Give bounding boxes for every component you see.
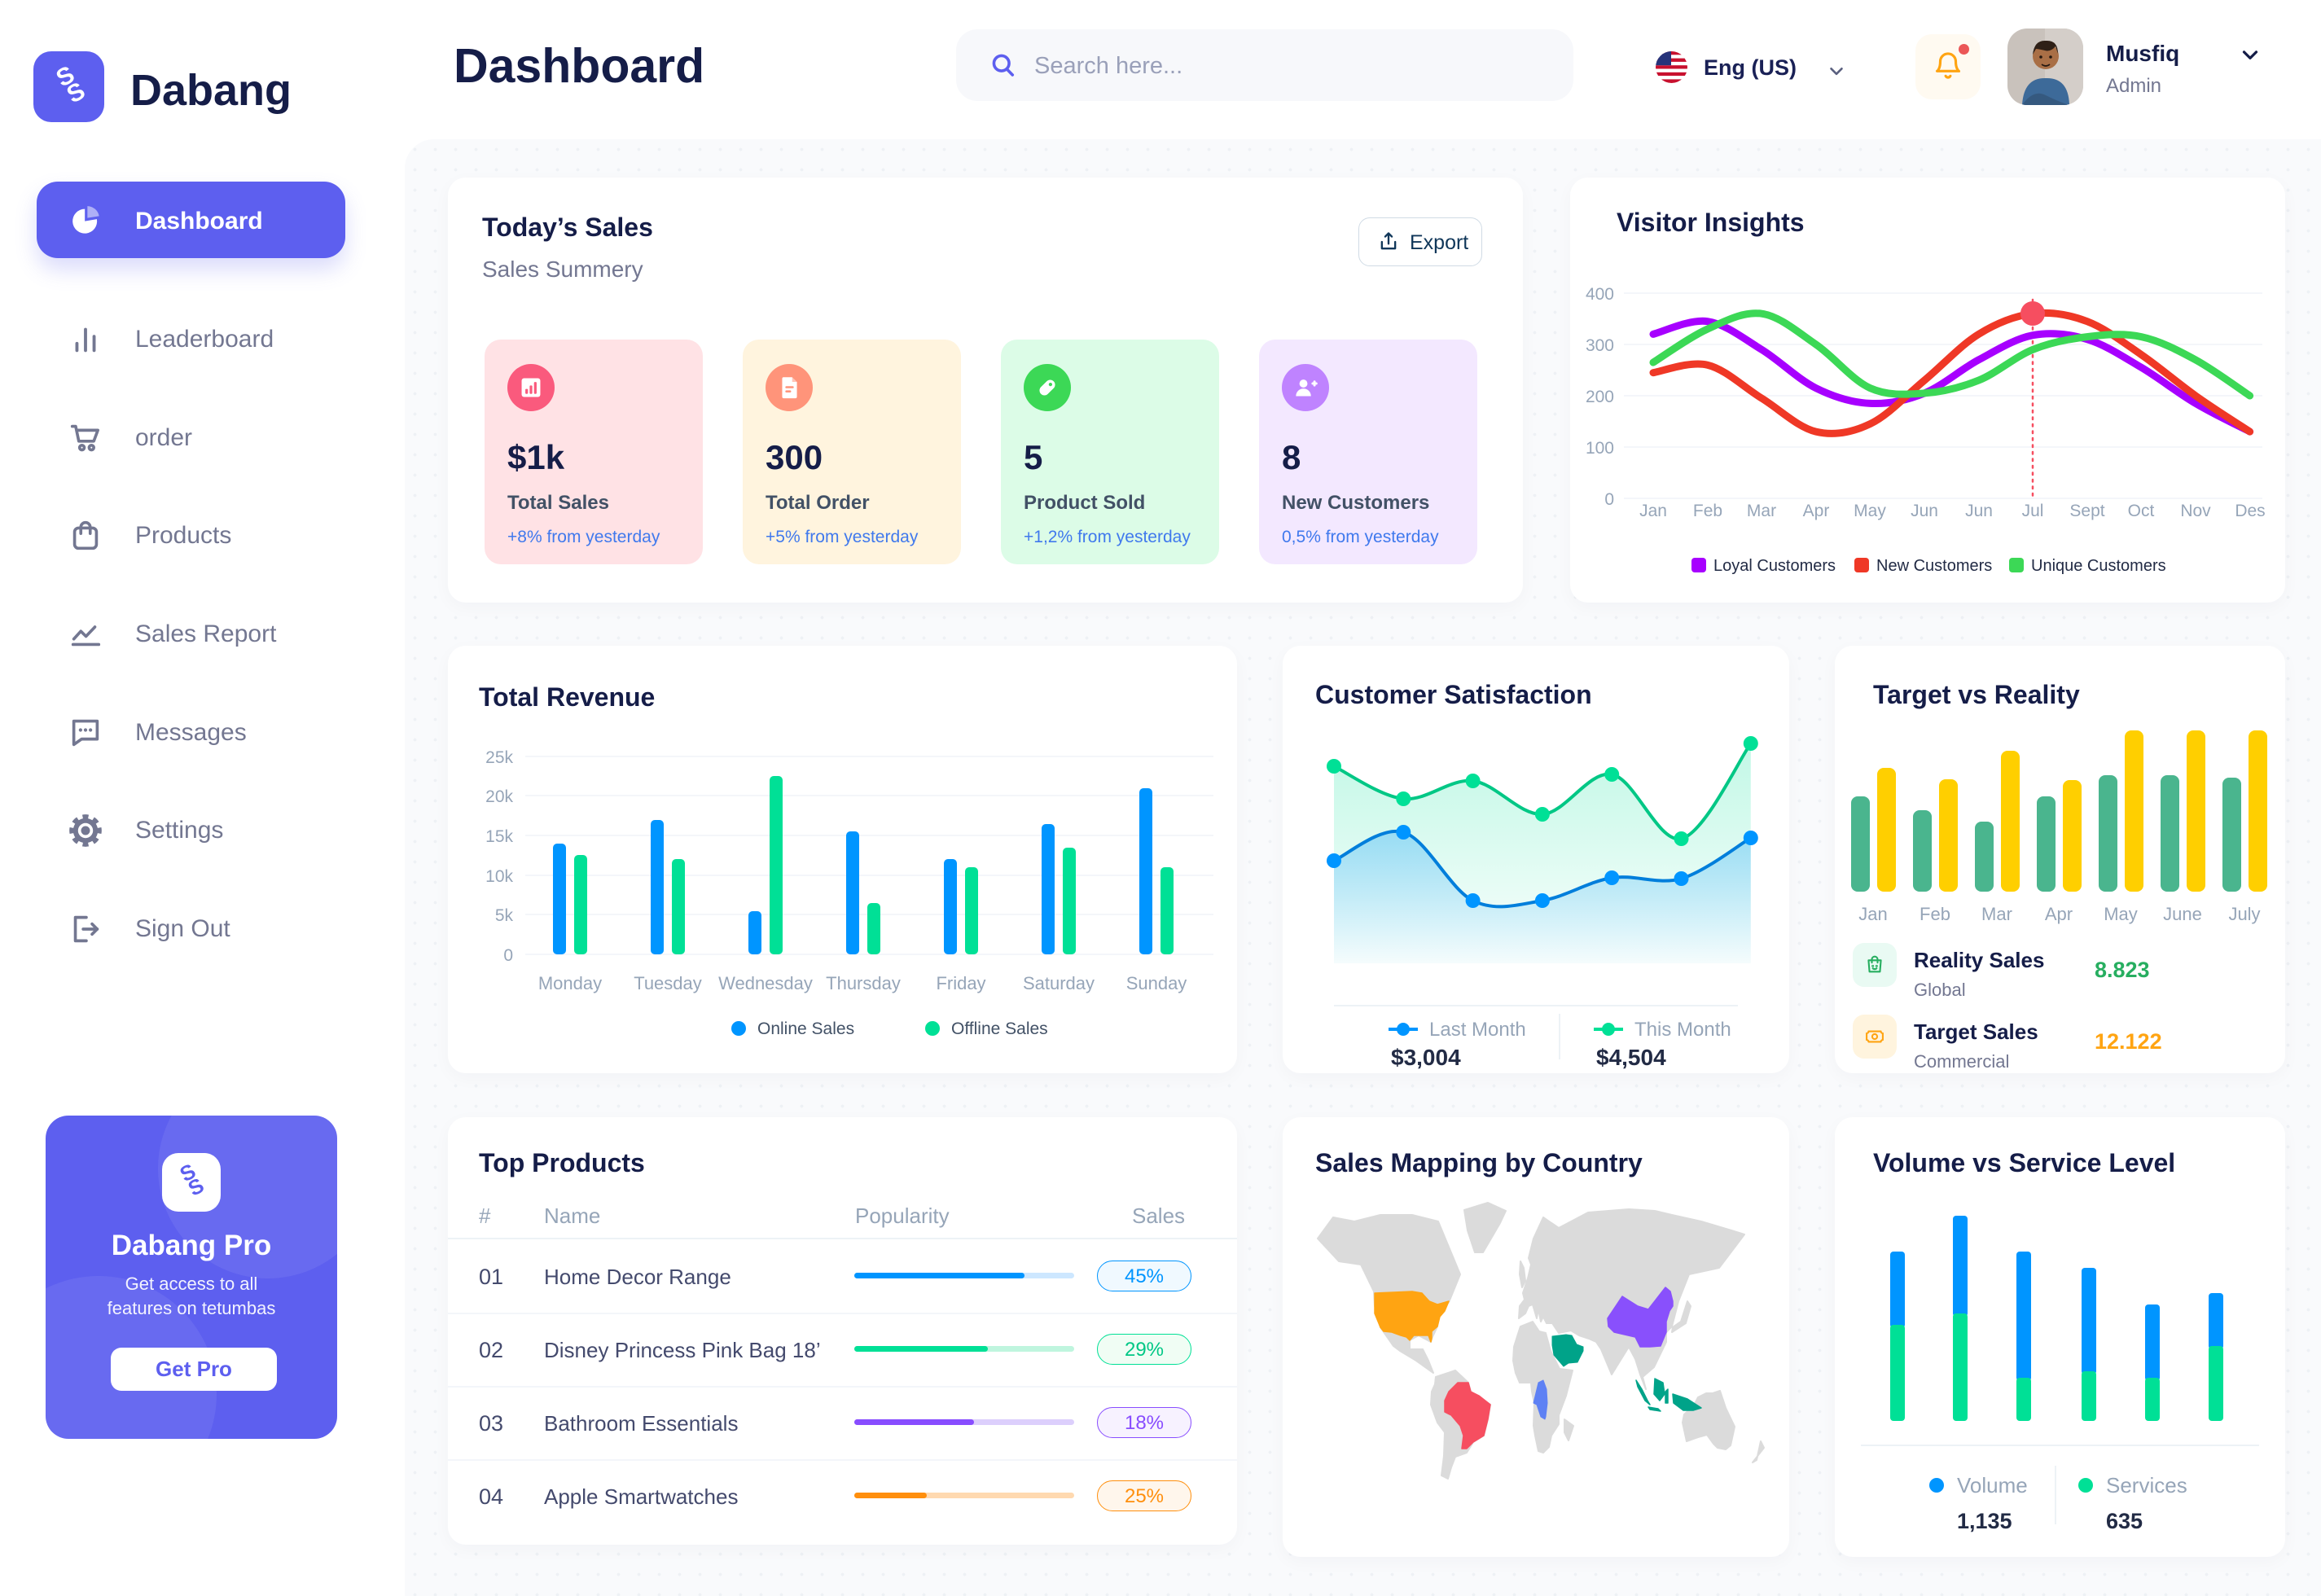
svg-text:Nov: Nov [2180, 502, 2211, 520]
svg-text:Friday: Friday [936, 973, 985, 993]
svg-text:$4,504: $4,504 [1596, 1045, 1666, 1070]
svg-text:Tuesday: Tuesday [634, 973, 702, 993]
svg-text:15k: 15k [485, 827, 513, 846]
svg-text:200: 200 [1586, 388, 1614, 406]
svg-text:Mar: Mar [1747, 502, 1776, 520]
svg-text:Services: Services [2106, 1473, 2187, 1497]
svg-text:Last Month: Last Month [1429, 1019, 1526, 1041]
svg-text:10k: 10k [485, 867, 513, 886]
svg-text:July: July [2228, 904, 2260, 924]
svg-text:June: June [2163, 904, 2202, 924]
svg-text:Jul: Jul [2022, 502, 2044, 520]
svg-text:1,135: 1,135 [1957, 1509, 2012, 1533]
svg-text:20k: 20k [485, 787, 513, 806]
svg-text:Sept: Sept [2069, 502, 2104, 520]
svg-text:Offline Sales: Offline Sales [951, 1019, 1048, 1038]
svg-text:Jun: Jun [1911, 502, 1938, 520]
svg-text:Unique Customers: Unique Customers [2031, 557, 2166, 575]
svg-text:Wednesday: Wednesday [718, 973, 813, 993]
svg-text:Apr: Apr [2045, 904, 2073, 924]
svg-text:Apr: Apr [1803, 502, 1830, 520]
svg-text:0: 0 [503, 946, 513, 965]
svg-text:300: 300 [1586, 336, 1614, 355]
svg-text:Thursday: Thursday [826, 973, 901, 993]
svg-text:Sunday: Sunday [1126, 973, 1187, 993]
svg-text:100: 100 [1586, 439, 1614, 458]
svg-text:Jan: Jan [1639, 502, 1667, 520]
svg-text:Des: Des [2235, 502, 2265, 520]
svg-text:Jun: Jun [1965, 502, 1993, 520]
svg-text:S: S [63, 77, 90, 109]
svg-text:400: 400 [1586, 285, 1614, 304]
svg-text:5k: 5k [495, 906, 514, 925]
svg-text:Monday: Monday [538, 973, 602, 993]
svg-text:0: 0 [1604, 490, 1614, 509]
svg-text:Online Sales: Online Sales [757, 1019, 854, 1038]
svg-text:Feb: Feb [1920, 904, 1950, 924]
svg-text:25k: 25k [485, 748, 513, 767]
svg-text:635: 635 [2106, 1509, 2143, 1533]
svg-text:Jan: Jan [1858, 904, 1887, 924]
svg-text:May: May [2104, 904, 2138, 924]
svg-text:Volume: Volume [1957, 1473, 2028, 1497]
svg-text:Feb: Feb [1693, 502, 1722, 520]
svg-text:Saturday: Saturday [1023, 973, 1095, 993]
svg-text:$3,004: $3,004 [1391, 1045, 1461, 1070]
svg-text:Oct: Oct [2128, 502, 2155, 520]
svg-text:New Customers: New Customers [1876, 557, 1992, 575]
svg-text:S: S [184, 1173, 208, 1201]
svg-text:May: May [1854, 502, 1886, 520]
svg-text:This Month: This Month [1634, 1019, 1731, 1041]
svg-text:Mar: Mar [1981, 904, 2012, 924]
svg-text:Loyal Customers: Loyal Customers [1713, 557, 1836, 575]
